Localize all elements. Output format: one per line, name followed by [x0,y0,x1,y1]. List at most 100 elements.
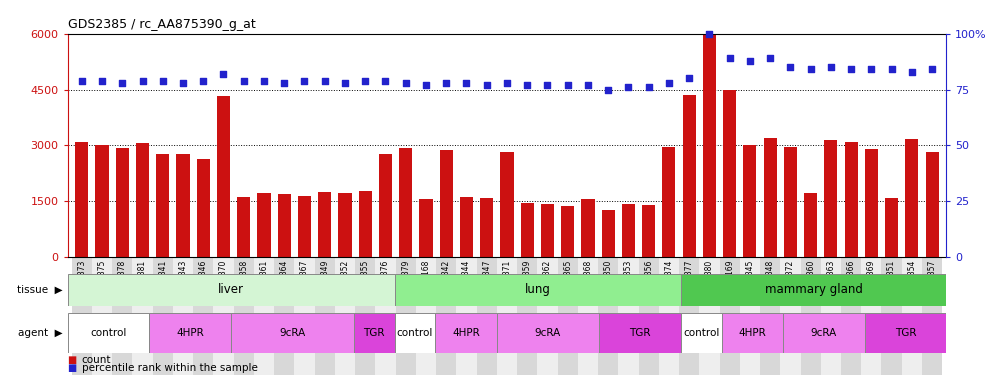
Bar [681,274,946,306]
Bar [521,203,534,257]
Point [94,78,110,84]
Point [864,66,880,72]
Bar [217,96,230,257]
Point [418,82,434,88]
Text: TGR: TGR [895,328,916,338]
Point [175,80,191,86]
Text: agent  ▶: agent ▶ [18,328,63,338]
Point [134,78,150,84]
Bar [456,257,476,375]
Bar [231,313,354,352]
Text: 9cRA: 9cRA [535,328,561,338]
Bar [277,194,291,257]
Text: 4HPR: 4HPR [452,328,480,338]
Point [681,75,697,81]
Bar [294,257,314,375]
Bar [253,257,274,375]
Bar [419,199,432,257]
Bar [354,313,395,352]
Bar [460,197,473,257]
Bar [395,313,435,352]
Bar [355,257,376,375]
Point [499,80,515,86]
Bar [335,257,355,375]
Point [722,55,738,61]
Bar [214,257,234,375]
Bar [314,257,335,375]
Bar [679,257,700,375]
Bar [234,257,253,375]
Point [155,78,171,84]
Bar [112,257,132,375]
Bar [885,198,899,257]
Point [762,55,778,61]
Point [438,80,454,86]
Bar [763,138,776,257]
Bar [415,257,436,375]
Point [823,64,839,70]
Point [702,31,718,37]
Point [560,82,576,88]
Bar [845,142,858,257]
Bar [841,257,861,375]
Bar [132,257,153,375]
Bar [760,257,780,375]
Text: GDS2385 / rc_AA875390_g_at: GDS2385 / rc_AA875390_g_at [68,18,255,31]
Text: mammary gland: mammary gland [764,283,863,296]
Text: percentile rank within the sample: percentile rank within the sample [82,363,257,373]
Bar [238,197,250,257]
Text: ■: ■ [68,363,77,373]
Point [276,80,292,86]
Bar [925,152,938,257]
Bar [435,313,497,352]
Bar [156,154,169,257]
Point [317,78,333,84]
Bar [598,257,618,375]
Text: control: control [90,328,126,338]
Bar [638,257,659,375]
Bar [821,257,841,375]
Text: control: control [683,328,720,338]
Point [479,82,495,88]
Bar [882,257,902,375]
Point [580,82,595,88]
Point [904,69,919,75]
Bar [541,204,554,257]
Text: lung: lung [525,283,551,296]
Bar [865,313,946,352]
Bar [681,313,722,352]
Point [114,80,130,86]
Point [357,78,373,84]
Bar [149,313,231,352]
Point [742,57,757,63]
Bar [497,313,599,352]
Bar [618,257,638,375]
Point [884,66,900,72]
Bar [744,145,756,257]
Point [337,80,353,86]
Bar [338,193,352,257]
Bar [922,257,942,375]
Text: TGR: TGR [629,328,650,338]
Bar [359,191,372,257]
Point [458,80,474,86]
Point [296,78,312,84]
Bar [153,257,173,375]
Point [600,87,616,93]
Bar [824,140,838,257]
Bar [861,257,882,375]
Bar [497,257,517,375]
Text: 9cRA: 9cRA [279,328,305,338]
Bar [538,257,558,375]
Bar [439,150,453,257]
Bar [91,257,112,375]
Bar [396,257,415,375]
Text: 4HPR: 4HPR [739,328,766,338]
Bar [274,257,294,375]
Point [540,82,556,88]
Bar [193,257,214,375]
Text: 9cRA: 9cRA [810,328,837,338]
Bar [865,148,878,257]
Bar [379,154,392,257]
Point [74,78,89,84]
